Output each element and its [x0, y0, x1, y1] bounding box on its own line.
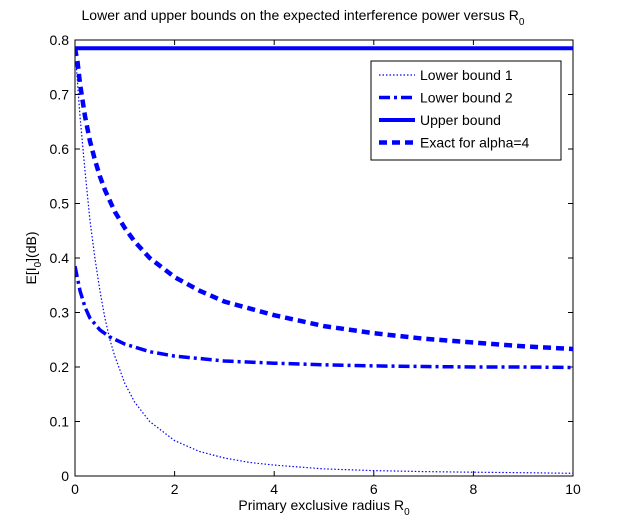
chart-title: Lower and upper bounds on the expected i…: [82, 7, 525, 28]
x-axis-label: Primary exclusive radius R0: [238, 497, 410, 518]
x-tick-label: 6: [370, 481, 378, 497]
y-tick-label: 0.1: [50, 414, 70, 430]
x-axis: 0 2 4 6 8 10: [71, 40, 581, 497]
y-tick-label: 0.3: [50, 305, 70, 321]
y-tick-label: 0: [61, 468, 69, 484]
y-tick-label: 0.4: [50, 250, 70, 266]
y-axis-label: E[I0](dB): [23, 231, 44, 284]
series-line-lower-bound-2: [75, 265, 573, 370]
x-tick-label: 8: [470, 481, 478, 497]
legend: Lower bound 1 Lower bound 2 Upper bound Exa…: [370, 60, 562, 161]
legend-label-lower-bound-1: Lower bound 1: [420, 67, 513, 83]
series-line-exact-for-alpha-4: [75, 47, 573, 352]
x-tick-label: 2: [171, 481, 179, 497]
y-axis: 0 0.1 0.2 0.3 0.4 0.5 0.6 0.7 0.8: [50, 32, 573, 484]
legend-label-exact-for-alpha-4: Exact for alpha=4: [420, 135, 530, 151]
legend-label-lower-bound-2: Lower bound 2: [420, 90, 513, 106]
y-tick-label: 0.2: [50, 359, 70, 375]
y-tick-label: 0.8: [50, 32, 70, 48]
series-layer: [75, 46, 573, 474]
y-tick-label: 0.6: [50, 141, 70, 157]
y-tick-label: 0.7: [50, 87, 70, 103]
x-tick-label: 4: [270, 481, 278, 497]
legend-label-upper-bound: Upper bound: [420, 112, 501, 128]
x-tick-label: 10: [565, 481, 581, 497]
legend-box: [370, 60, 562, 161]
series-line-lower-bound-1: [75, 61, 573, 474]
y-tick-label: 0.5: [50, 196, 70, 212]
x-tick-label: 0: [71, 481, 79, 497]
